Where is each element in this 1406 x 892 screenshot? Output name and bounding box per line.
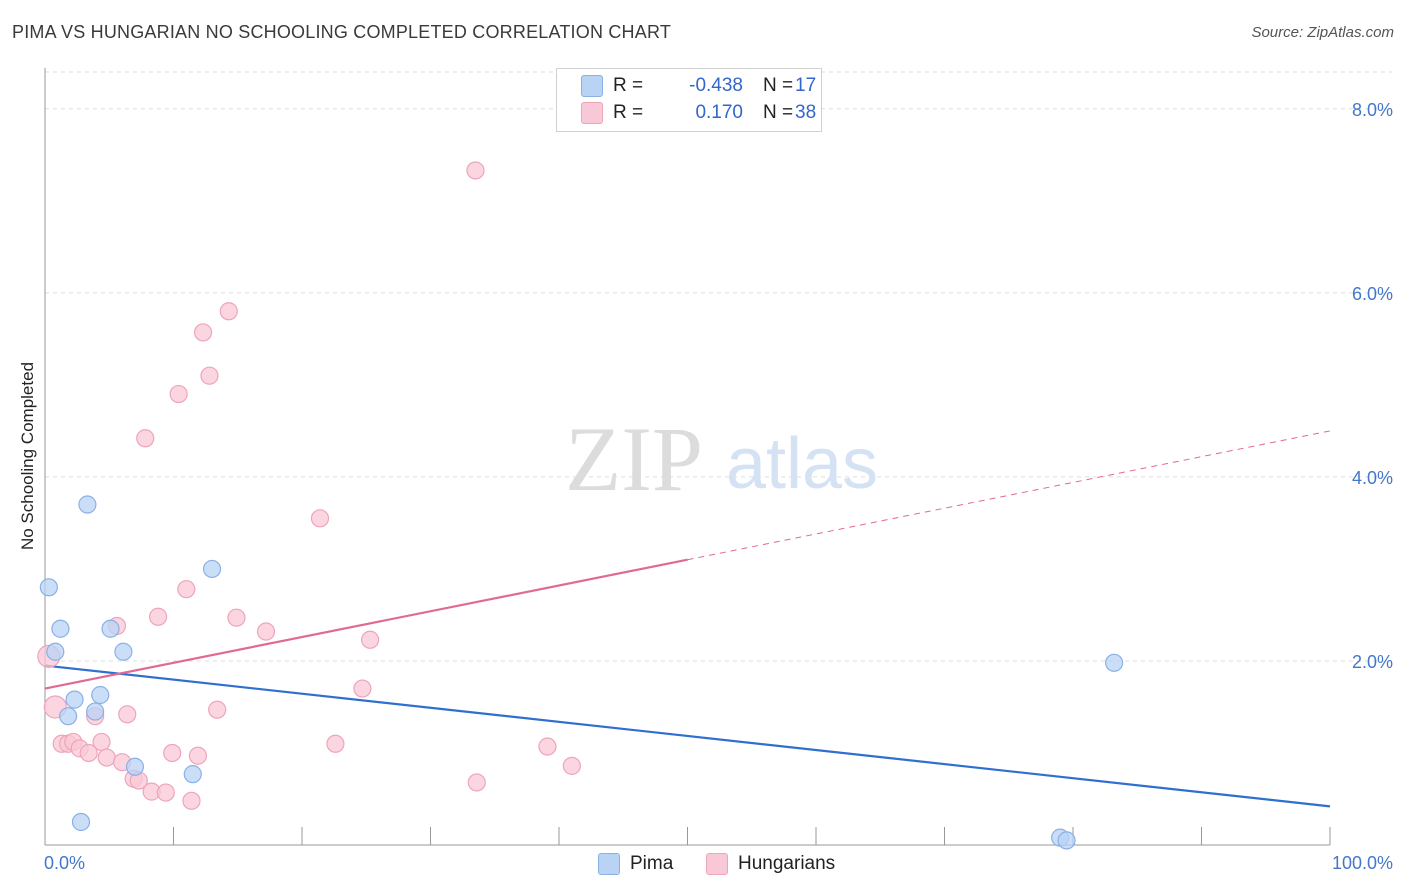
- hungarians-point: [562, 756, 581, 775]
- y-tick-label: 2.0%: [1352, 652, 1393, 672]
- hungarians-point: [219, 302, 238, 321]
- hungarians-point: [326, 734, 345, 753]
- hungarians-point: [79, 743, 98, 763]
- y-tick-label: 6.0%: [1352, 284, 1393, 304]
- n-value: 38: [795, 102, 817, 123]
- hungarians-point: [136, 429, 155, 448]
- pima-point: [86, 702, 105, 721]
- r-label: R =: [613, 75, 644, 96]
- trend-line-pima: [44, 664, 1331, 808]
- hungarians-point: [177, 580, 196, 599]
- pima-point: [1105, 653, 1124, 672]
- r-value: -0.438: [689, 75, 743, 96]
- r-label: R =: [613, 102, 644, 123]
- legend-label: Hungarians: [738, 853, 836, 874]
- hungarians-point: [169, 384, 188, 404]
- pima-point: [183, 765, 202, 784]
- hungarians-point: [193, 323, 213, 342]
- chart-title: PIMA VS HUNGARIAN NO SCHOOLING COMPLETED…: [12, 22, 672, 42]
- y-tick-label: 4.0%: [1352, 468, 1393, 488]
- pima-point: [114, 642, 133, 661]
- data-points: [37, 161, 1124, 850]
- x-tick-label: 0.0%: [44, 853, 85, 873]
- pima-point: [202, 559, 222, 579]
- tick-labels: 2.0% 4.0% 6.0% 8.0% 0.0% 100.0%: [44, 100, 1393, 873]
- hungarians-point: [97, 748, 116, 767]
- hungarians-point: [148, 607, 168, 626]
- x-tick-label: 100.0%: [1332, 853, 1393, 873]
- hungarians-point: [163, 743, 182, 763]
- hungarians-point: [538, 737, 557, 756]
- hungarians-point: [466, 161, 485, 180]
- n-label: N =: [763, 102, 794, 123]
- r-value: 0.170: [695, 102, 743, 123]
- axes: [44, 68, 1331, 846]
- hungarians-point: [156, 783, 175, 802]
- y-tick-label: 8.0%: [1352, 100, 1393, 120]
- pima-point: [101, 619, 120, 638]
- hungarians-point: [208, 700, 227, 719]
- hungarians-point: [256, 622, 276, 641]
- hungarians-point: [361, 630, 380, 649]
- pima-point: [39, 578, 58, 597]
- pima-point: [51, 619, 70, 638]
- trend-line-hungarians: [44, 558, 688, 690]
- pima-point: [71, 812, 91, 832]
- hungarians-point: [200, 366, 219, 385]
- pima-point: [46, 642, 65, 661]
- n-value: 17: [795, 75, 817, 96]
- hungarians-point: [188, 746, 208, 765]
- hungarians-point: [227, 608, 246, 627]
- hungarians-point: [467, 773, 486, 792]
- gridlines: [45, 71, 1392, 662]
- watermark-zip: ZIP: [565, 408, 703, 510]
- hungarians-point: [310, 509, 330, 528]
- pima-point: [78, 495, 97, 514]
- hungarians-point: [118, 705, 137, 724]
- pima-point: [59, 707, 78, 726]
- pima-swatch: [598, 853, 620, 875]
- pima-swatch: [581, 75, 603, 97]
- pima-point: [1057, 831, 1076, 850]
- hungarians-point: [353, 679, 372, 698]
- hungarians-swatch: [581, 102, 603, 124]
- watermark-atlas: atlas: [726, 424, 878, 504]
- hungarians-point: [92, 732, 111, 752]
- n-label: N =: [763, 75, 794, 96]
- legend-label: Pima: [630, 853, 674, 874]
- hungarians-swatch: [706, 853, 728, 875]
- correlation-legend: R = -0.438 N = 17 R = 0.170 N = 38: [556, 68, 822, 132]
- pima-point: [91, 685, 110, 705]
- pima-point: [65, 690, 84, 709]
- trend-lines: [44, 430, 1331, 808]
- hungarians-point: [182, 791, 201, 810]
- pima-point: [125, 757, 145, 776]
- source-credit: Source: ZipAtlas.com: [1251, 24, 1394, 41]
